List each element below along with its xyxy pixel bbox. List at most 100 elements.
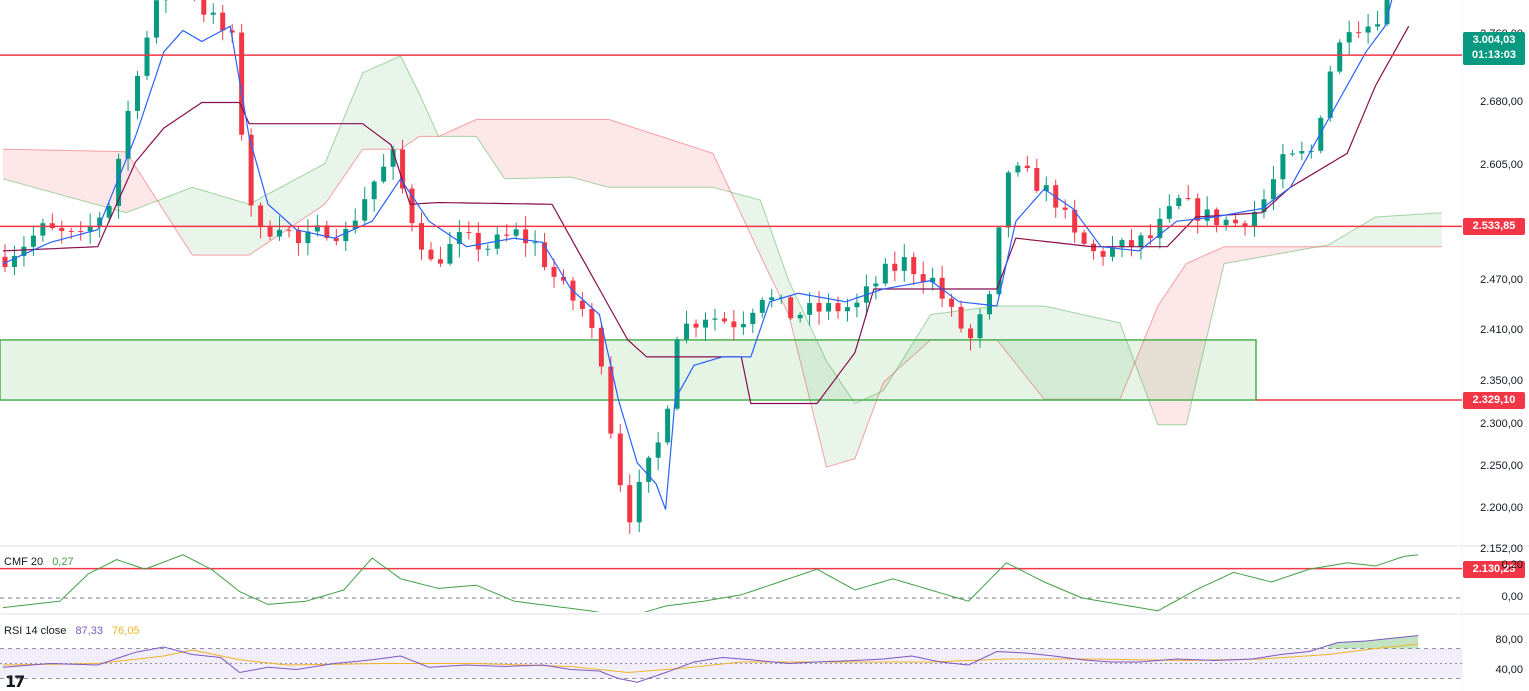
cloud-segment xyxy=(537,119,543,178)
candle xyxy=(59,228,65,232)
cloud-segment xyxy=(665,137,671,188)
cloud-segment xyxy=(727,183,732,195)
cloud-segment xyxy=(1119,322,1125,400)
cloud-span-b xyxy=(2,119,1442,468)
candle xyxy=(1195,198,1201,221)
cloud-segment xyxy=(443,132,448,137)
candle xyxy=(1384,0,1390,25)
cloud-segment xyxy=(694,147,699,188)
cloud-segment xyxy=(45,150,51,192)
candle xyxy=(930,277,936,283)
cloud-segment xyxy=(940,312,945,340)
cloud-segment xyxy=(765,213,770,275)
cloud-segment xyxy=(575,119,581,180)
cloud-segment xyxy=(608,119,614,188)
cloud-segment xyxy=(305,171,311,217)
cloud-segment xyxy=(1006,305,1012,358)
cloud-segment xyxy=(1276,246,1281,255)
candle xyxy=(21,246,27,256)
cloud-segment xyxy=(329,140,335,198)
cloud-segment xyxy=(163,196,169,219)
cloud-segment xyxy=(660,136,666,188)
candle xyxy=(1147,235,1153,239)
candle xyxy=(106,205,112,218)
cloud-segment xyxy=(1072,312,1078,400)
cloud-segment xyxy=(1219,246,1225,284)
candle xyxy=(816,303,822,312)
cloud-segment xyxy=(1247,246,1253,260)
candle xyxy=(352,220,358,230)
cloud-segment xyxy=(64,150,70,198)
rsi-tick-label: 40,00 xyxy=(1495,664,1523,676)
tradingview-logo-icon[interactable]: 17 xyxy=(5,672,25,691)
cmf-legend[interactable]: CMF 20 0,27 xyxy=(4,556,80,568)
cloud-segment xyxy=(1233,246,1239,262)
cloud-segment xyxy=(859,399,865,446)
rsi-tick-label: 80,00 xyxy=(1495,634,1523,646)
candle xyxy=(324,225,330,238)
cloud-segment xyxy=(1403,214,1409,247)
cloud-segment xyxy=(722,173,728,192)
cloud-segment xyxy=(1290,246,1296,252)
candle xyxy=(1346,32,1352,43)
cloud-segment xyxy=(121,151,127,213)
candle xyxy=(712,318,718,320)
candle xyxy=(11,255,17,267)
candle xyxy=(258,205,264,228)
candle xyxy=(220,12,226,31)
candle xyxy=(968,328,974,339)
candle xyxy=(1289,153,1295,155)
main-pane xyxy=(0,0,1442,534)
cloud-segment xyxy=(428,115,434,137)
candle xyxy=(333,237,339,242)
candle xyxy=(627,485,633,523)
cloud-segment xyxy=(173,192,179,233)
candle xyxy=(97,217,103,226)
cloud-segment xyxy=(689,145,695,188)
candle xyxy=(1100,251,1106,257)
cloud-segment xyxy=(301,173,306,221)
candle xyxy=(1365,26,1371,33)
cloud-segment xyxy=(372,66,377,150)
cloud-segment xyxy=(651,133,657,188)
candle xyxy=(939,277,945,299)
cloud-segment xyxy=(457,125,463,137)
candle xyxy=(1299,151,1305,154)
candle xyxy=(513,229,519,236)
candle xyxy=(1375,24,1381,27)
cloud-segment xyxy=(779,253,784,305)
cloud-segment xyxy=(1266,246,1272,256)
cloud-segment xyxy=(144,181,150,206)
cloud-segment xyxy=(168,194,174,226)
cloud-segment xyxy=(192,187,198,256)
cloud-segment xyxy=(159,198,164,211)
cloud-segment xyxy=(1228,246,1234,263)
cloud-segment xyxy=(140,173,145,208)
cloud-segment xyxy=(154,196,160,204)
candle xyxy=(1024,165,1030,169)
candle xyxy=(958,306,964,329)
cloud-segment xyxy=(1366,219,1371,247)
cloud-segment xyxy=(343,106,349,177)
candle xyxy=(1043,185,1049,191)
candle xyxy=(1185,198,1191,200)
rsi-line xyxy=(2,635,1419,683)
cloud-segment xyxy=(215,194,221,256)
candle xyxy=(1005,172,1011,228)
cloud-segment xyxy=(69,150,74,199)
candle xyxy=(560,276,566,281)
rsi-legend[interactable]: RSI 14 close 87,33 76,05 xyxy=(4,625,146,637)
cloud-segment xyxy=(1143,329,1149,400)
cloud-segment xyxy=(405,65,411,146)
cloud-segment xyxy=(618,122,624,188)
rsi-value: 87,33 xyxy=(75,625,103,637)
level-label-3: 2.533,85 xyxy=(1463,218,1525,236)
cloud-segment xyxy=(632,127,638,188)
candle xyxy=(49,223,55,229)
candle xyxy=(504,234,510,236)
cloud-segment xyxy=(566,119,571,178)
cloud-segment xyxy=(992,305,997,340)
cloud-segment xyxy=(528,119,534,179)
cloud-segment xyxy=(1342,233,1348,247)
